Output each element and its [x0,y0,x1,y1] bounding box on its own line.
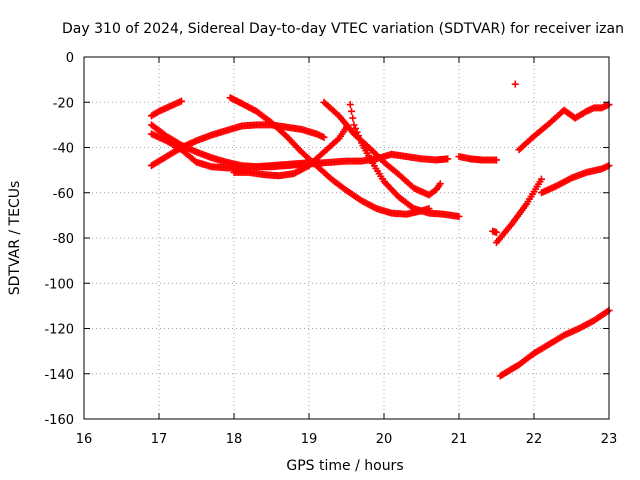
data-point [343,123,350,131]
x-tick-label: 22 [526,432,543,447]
data-point [493,156,500,164]
x-tick-label: 16 [76,432,93,447]
y-tick-label: 0 [66,51,74,66]
data-point [178,97,185,105]
y-tick-label: -120 [44,323,74,338]
data-point [346,101,354,109]
x-tick-label: 21 [451,432,468,447]
data-point [349,114,357,122]
grid [84,57,609,419]
data-point [353,128,361,136]
data-point [538,175,545,183]
y-tick-label: -140 [44,368,74,383]
y-axis: 0 -20 -40 -60 -80 -100 -120 -140 -160 [44,51,609,428]
data-points [148,80,613,380]
data-point [352,124,359,132]
x-tick-label: 18 [226,432,243,447]
x-tick-label: 19 [301,432,318,447]
x-tick-label: 20 [376,432,393,447]
y-axis-title: SDTVAR / TECUs [7,181,23,296]
data-point [350,121,358,129]
data-point [455,213,463,221]
y-tick-label: -20 [53,96,74,111]
data-point [348,107,355,115]
data-point [334,136,341,144]
data-point [493,228,500,236]
data-point [436,180,444,188]
data-point [320,133,328,141]
chart-title: Day 310 of 2024, Sidereal Day-to-day VTE… [62,21,624,37]
x-axis-title: GPS time / hours [286,458,403,474]
y-tick-label: -160 [44,413,74,428]
y-tick-label: -40 [53,142,74,157]
y-tick-label: -100 [44,277,74,292]
x-tick-label: 23 [601,432,618,447]
data-point [355,132,362,140]
y-tick-label: -80 [53,232,74,247]
x-axis: 16 17 18 19 20 21 22 23 [76,57,618,447]
data-point [444,155,452,163]
data-point [604,307,611,315]
data-point [511,80,519,88]
y-tick-label: -60 [53,187,74,202]
x-tick-label: 17 [151,432,168,447]
data-point [356,135,364,143]
